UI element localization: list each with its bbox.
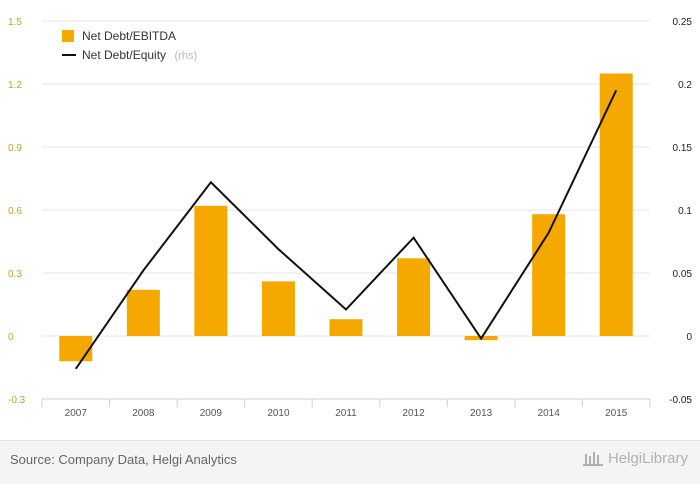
y-left-tick-label: 0.9 [8,143,22,154]
legend-label-line: Net Debt/Equity (rhs) [82,46,197,63]
bar-2009 [194,206,227,336]
y-left-tick-label: 1.2 [8,80,22,91]
x-tick-label: 2012 [402,408,425,419]
y-left-tick-label: -0.3 [8,395,26,406]
legend-swatch-bar [62,30,74,42]
legend[interactable]: Net Debt/EBITDA Net Debt/Equity (rhs) [62,29,197,63]
bar-2010 [262,281,295,336]
x-tick-label: 2014 [538,408,561,419]
left-axis-ticks: -0.3 0 0.3 0.6 0.9 1.2 1.5 [8,17,26,406]
gridlines [42,21,650,407]
y-right-tick-label: 0 [686,332,692,343]
y-left-tick-label: 1.5 [8,17,22,28]
x-tick-label: 2015 [605,408,628,419]
x-tick-label: 2008 [132,408,155,419]
legend-rhs-note: (rhs) [175,50,198,62]
bar-series [59,74,632,362]
y-right-tick-label: 0.2 [678,80,692,91]
x-axis-ticks: 2007 2008 2009 2010 2011 2012 2013 2014 2015 [65,408,628,419]
y-left-tick-label: 0.6 [8,206,22,217]
combo-chart: -0.3 0 0.3 0.6 0.9 1.2 1.5 -0.05 0 0.05 0.1 0.15 0.… [0,0,700,440]
library-icon [582,449,604,467]
y-right-tick-label: 0.25 [673,17,693,28]
x-tick-label: 2013 [470,408,493,419]
y-right-tick-label: 0.1 [678,206,692,217]
x-tick-label: 2011 [335,408,357,419]
y-right-tick-label: -0.05 [669,395,692,406]
source-note: Source: Company Data, Helgi Analytics [10,452,237,467]
y-left-tick-label: 0 [8,332,14,343]
legend-line-name: Net Debt/Equity [82,48,166,62]
bar-2012 [397,258,430,336]
x-tick-label: 2009 [200,408,223,419]
x-tick-label: 2007 [65,408,88,419]
brand-logo[interactable]: HelgiLibrary [582,449,688,467]
right-axis-ticks: -0.05 0 0.05 0.1 0.15 0.2 0.25 [669,17,692,406]
y-left-tick-label: 0.3 [8,269,22,280]
bar-2007 [59,336,92,361]
y-right-tick-label: 0.05 [673,269,693,280]
legend-label-bar: Net Debt/EBITDA [82,29,176,43]
bar-2011 [330,319,363,336]
bar-2008 [127,290,160,336]
brand-name: HelgiLibrary [608,450,688,467]
y-right-tick-label: 0.15 [673,143,693,154]
footer: Source: Company Data, Helgi Analytics He… [0,440,700,484]
x-tick-label: 2010 [267,408,290,419]
